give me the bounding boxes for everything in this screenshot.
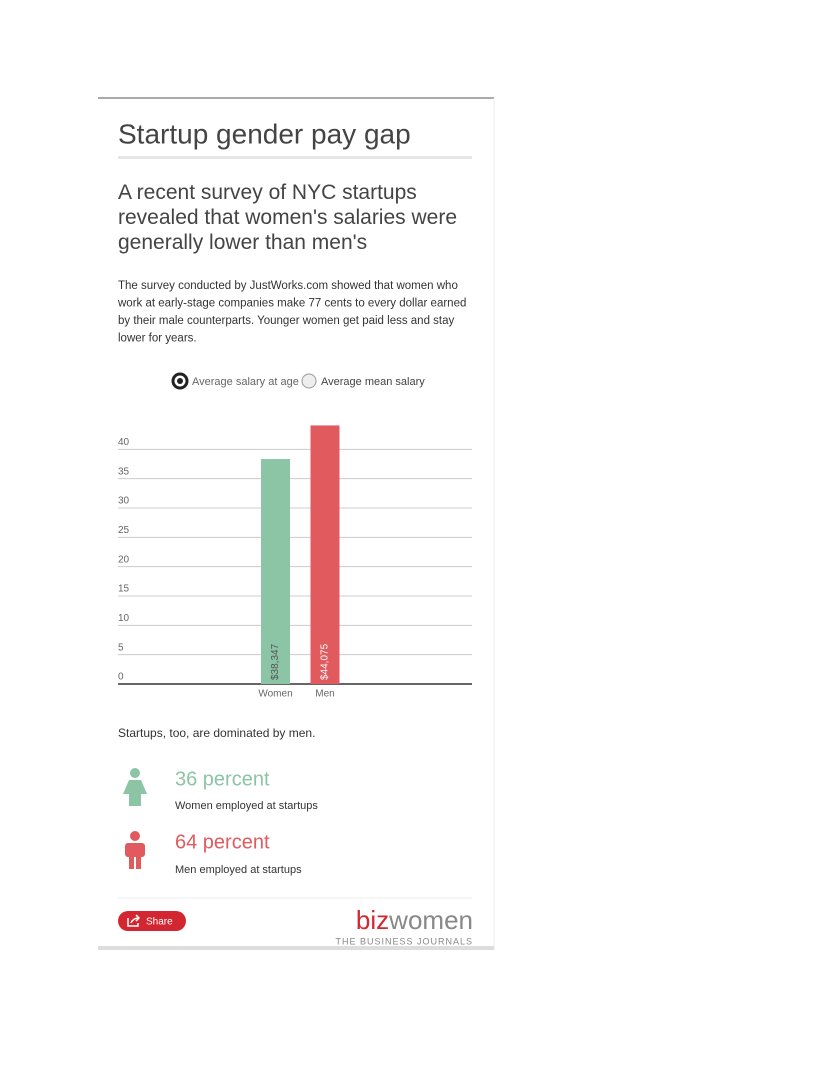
legend-label[interactable]: Average mean salary xyxy=(321,376,425,388)
woman-icon xyxy=(123,768,147,806)
legend-label[interactable]: Average salary at age 22 xyxy=(192,376,314,388)
stat-value: 36 percent xyxy=(175,768,270,790)
y-tick-label: 35 xyxy=(118,466,130,477)
y-tick-label: 15 xyxy=(118,584,130,595)
share-label[interactable]: Share xyxy=(146,917,173,928)
x-tick-label: Men xyxy=(315,689,334,700)
y-tick-label: 5 xyxy=(118,642,124,653)
y-tick-label: 30 xyxy=(118,496,130,507)
value-label: $38,347 xyxy=(270,643,281,680)
stat-label: Women employed at startups xyxy=(175,800,318,812)
section-text: Startups, too, are dominated by men. xyxy=(118,726,315,740)
value-label: $44,075 xyxy=(320,643,331,680)
stat-label: Men employed at startups xyxy=(175,864,302,876)
y-tick-label: 20 xyxy=(118,554,130,565)
x-tick-label: Women xyxy=(258,689,292,700)
text-block: The survey conducted by JustWorks.com sh… xyxy=(117,280,466,345)
title: Startup gender pay gap xyxy=(118,118,411,149)
y-tick-label: 10 xyxy=(118,613,130,624)
bottom-bar xyxy=(98,946,494,950)
man-icon xyxy=(125,831,145,869)
y-tick-label: 0 xyxy=(118,672,124,683)
bar xyxy=(310,425,340,684)
share-button[interactable]: Share xyxy=(118,911,186,931)
legend-option[interactable]: Average mean salary xyxy=(301,373,425,389)
brand-a: biz xyxy=(356,905,389,935)
tagline: THE BUSINESS JOURNALS xyxy=(335,936,473,946)
title-underline xyxy=(118,156,472,159)
y-tick-label: 25 xyxy=(118,525,130,536)
legend-option[interactable]: Average salary at age 22 xyxy=(171,372,314,390)
text-block: A recent survey of NYC startups revealed … xyxy=(118,181,457,254)
description: The survey conducted by JustWorks.com sh… xyxy=(117,280,466,345)
brand-b: women xyxy=(388,905,473,935)
y-tick-label: 40 xyxy=(118,437,130,448)
bar xyxy=(261,459,290,684)
bar-chart: 0 5 10 15 20 25 30 35 40 $38,347 Women $44,075 Men xyxy=(118,425,472,700)
brand: bizwomen xyxy=(356,905,473,935)
stat-value: 64 percent xyxy=(175,831,270,853)
subtitle: A recent survey of NYC startups revealed … xyxy=(118,181,457,254)
